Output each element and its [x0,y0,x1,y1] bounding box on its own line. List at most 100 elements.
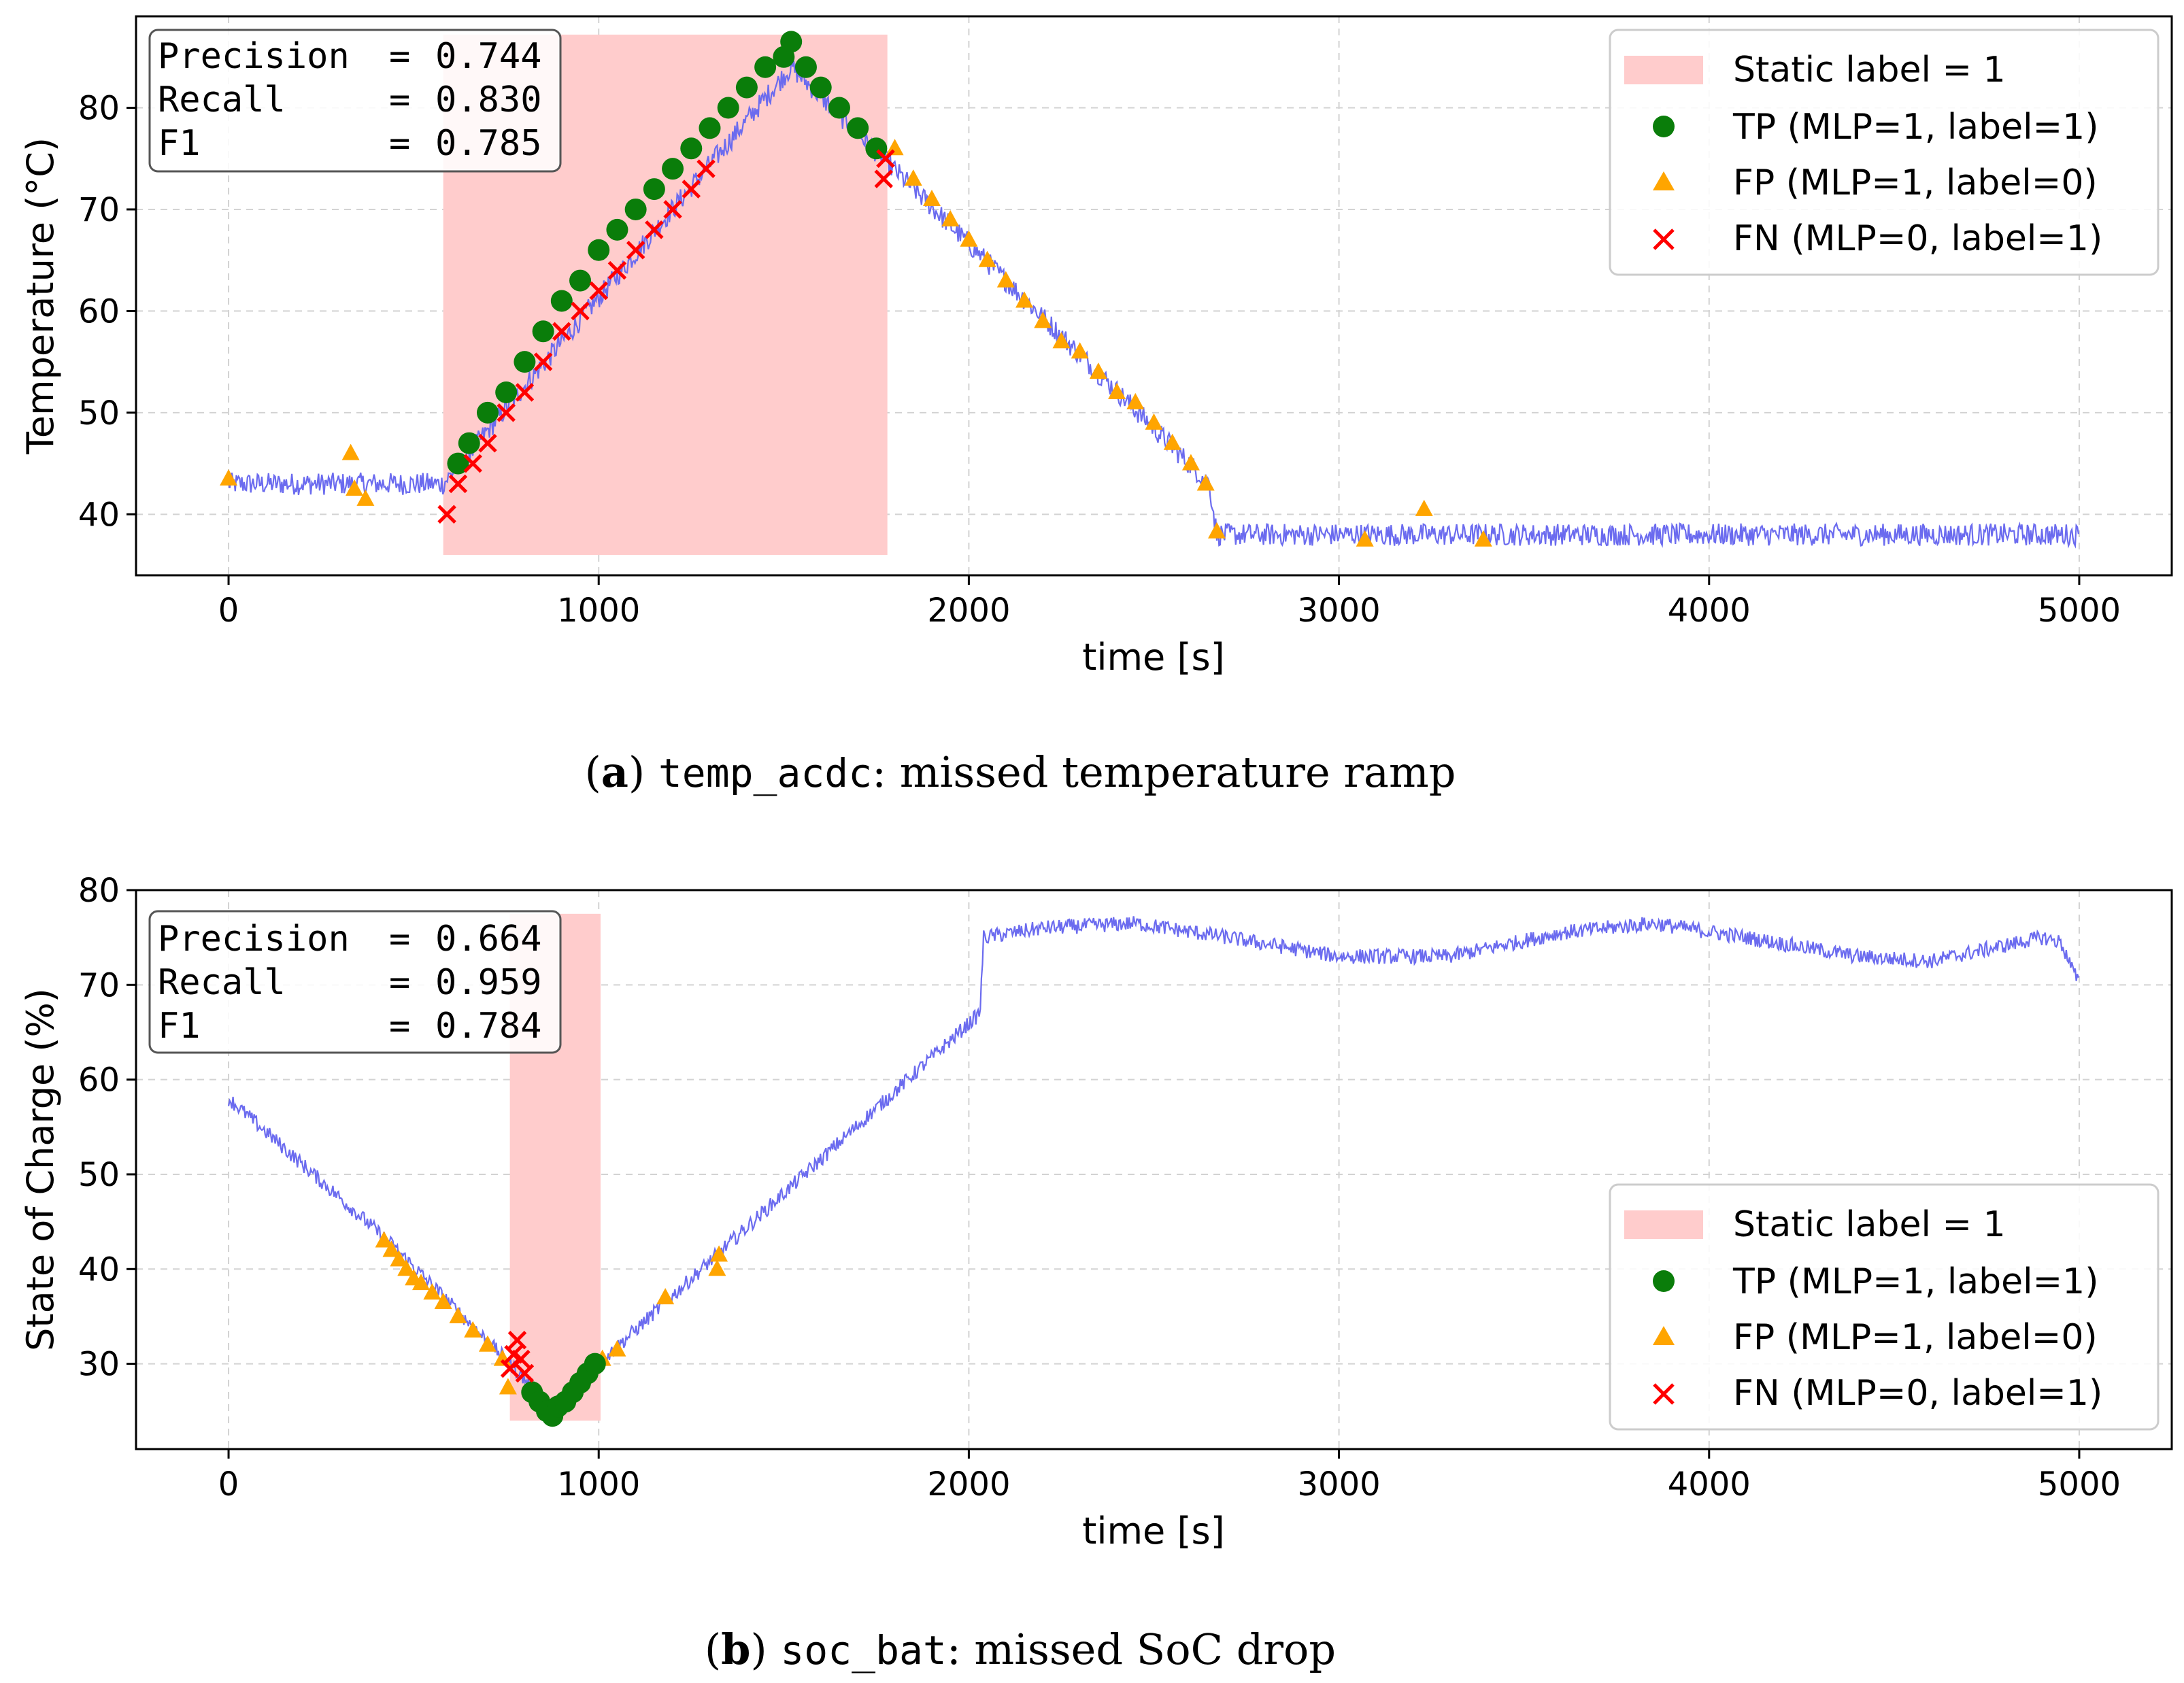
y-tick-label: 70 [78,191,120,229]
fp-marker [1356,530,1374,547]
x-axis-label: time [s] [1082,1510,1224,1552]
legend-fn-marker [1653,228,1675,250]
tp-marker [624,198,647,220]
metric-f1-value: 0.784 [435,1006,542,1047]
fn-marker [552,322,571,341]
fp-marker [978,250,996,267]
legend: Static label = 1 TP (MLP=1, label=1) FP … [1609,1183,2160,1431]
tp-marker [476,401,499,424]
fp-marker [1181,454,1200,471]
fp-marker [1071,342,1089,359]
fp-marker [423,1283,441,1300]
fn-marker [876,149,895,169]
fp-marker [996,271,1015,288]
fn-marker [478,433,497,453]
fp-marker [464,1321,482,1338]
x-tick-label: 3000 [1298,592,1381,630]
y-axis-label: Temperature (°C) [19,137,62,455]
fn-marker [448,474,468,494]
fp-marker [390,1250,408,1267]
x-axis-label: time [s] [1082,636,1224,679]
tp-marker [550,290,573,312]
fp-marker [904,169,922,186]
fp-marker [1415,499,1433,516]
plot-frame [135,889,2173,1450]
fn-marker [463,454,482,473]
tp-marker [495,381,518,403]
metric-equals-sign: = [389,123,410,164]
fp-marker [499,1378,517,1395]
x-tick-label: 5000 [2038,592,2121,630]
y-tick-label: 50 [78,1156,120,1194]
fp-marker [375,1231,393,1248]
tp-marker [514,351,536,373]
fp-marker [412,1274,431,1291]
fn-marker [874,169,894,188]
y-tick-label: 60 [78,1061,120,1100]
tp-marker [847,117,869,139]
legend-fn-marker [1653,1383,1675,1405]
metric-f1-label: F1 [158,123,201,164]
fn-marker [533,352,553,371]
fn-marker [607,260,627,280]
fp-markers [375,1231,728,1395]
caption-b: (b) soc_bat: missed SoC drop [705,1625,1336,1674]
y-tick-label: 60 [78,292,120,330]
tp-marker [828,97,850,119]
fn-marker [571,301,590,321]
legend-static-swatch [1624,1210,1703,1239]
chart-panel-a: 0 1000 2000 3000 4000 5000 40 50 60 70 80 Precisio… [19,15,2173,679]
tp-marker [532,320,554,343]
tp-marker [606,218,628,241]
fp-marker [1208,522,1226,539]
fn-marker [437,505,456,524]
legend-tp-marker [1653,1270,1675,1292]
metric-equals-sign: = [389,36,410,77]
y-tick-label: 50 [78,394,120,432]
caption-b-text: : missed SoC drop [947,1625,1336,1674]
caption-a: (a) temp_acdc: missed temperature ramp [585,747,1456,797]
tp-marker [569,269,592,292]
tp-marker [780,31,803,53]
tp-marker [588,239,610,261]
x-tick-label: 1000 [557,1465,640,1503]
axis-ticks: 0 1000 2000 3000 4000 5000 30 40 50 60 70 80 [78,872,2121,1503]
metric-f1-label: F1 [158,1006,201,1047]
metric-equals-sign: = [389,1006,410,1047]
legend-tp-label: TP (MLP=1, label=1) [1732,1261,2099,1302]
tp-marker [699,117,721,139]
tp-marker [662,158,684,180]
fp-marker [608,1340,626,1357]
chart-panel-b: 0 1000 2000 3000 4000 5000 30 40 50 60 70 80 Precis… [19,872,2173,1552]
metric-f1-value: 0.785 [435,123,542,164]
fp-marker [708,1259,726,1276]
x-tick-label: 4000 [1668,592,1751,630]
fp-markers [220,139,1492,547]
fn-marker [589,281,608,301]
fp-marker [449,1306,467,1323]
fp-marker [1163,433,1181,450]
tp-marker [809,76,832,99]
x-tick-label: 0 [218,1465,239,1503]
fn-marker [497,403,516,422]
plot-frame [135,15,2173,577]
fn-marker [507,1331,527,1350]
legend-fn-label: FN (MLP=0, label=1) [1733,1373,2102,1414]
fn-marker [682,180,701,199]
x-tick-label: 5000 [2038,1465,2121,1503]
x-tick-label: 2000 [927,1465,1010,1503]
metric-recall-label: Recall [158,962,286,1003]
metric-recall-value: 0.830 [435,80,542,120]
metric-precision-label: Precision [158,36,350,77]
fn-marker [645,220,664,239]
legend-fp-label: FP (MLP=1, label=0) [1733,163,2098,203]
legend-fp-marker [1653,1326,1675,1345]
legend-fn-label: FN (MLP=0, label=1) [1733,218,2102,259]
fn-marker [626,240,645,260]
fp-marker [1052,332,1071,349]
tp-marker [584,1353,606,1375]
y-tick-label: 80 [78,90,120,128]
tp-marker [735,76,758,99]
y-tick-label: 80 [78,872,120,910]
